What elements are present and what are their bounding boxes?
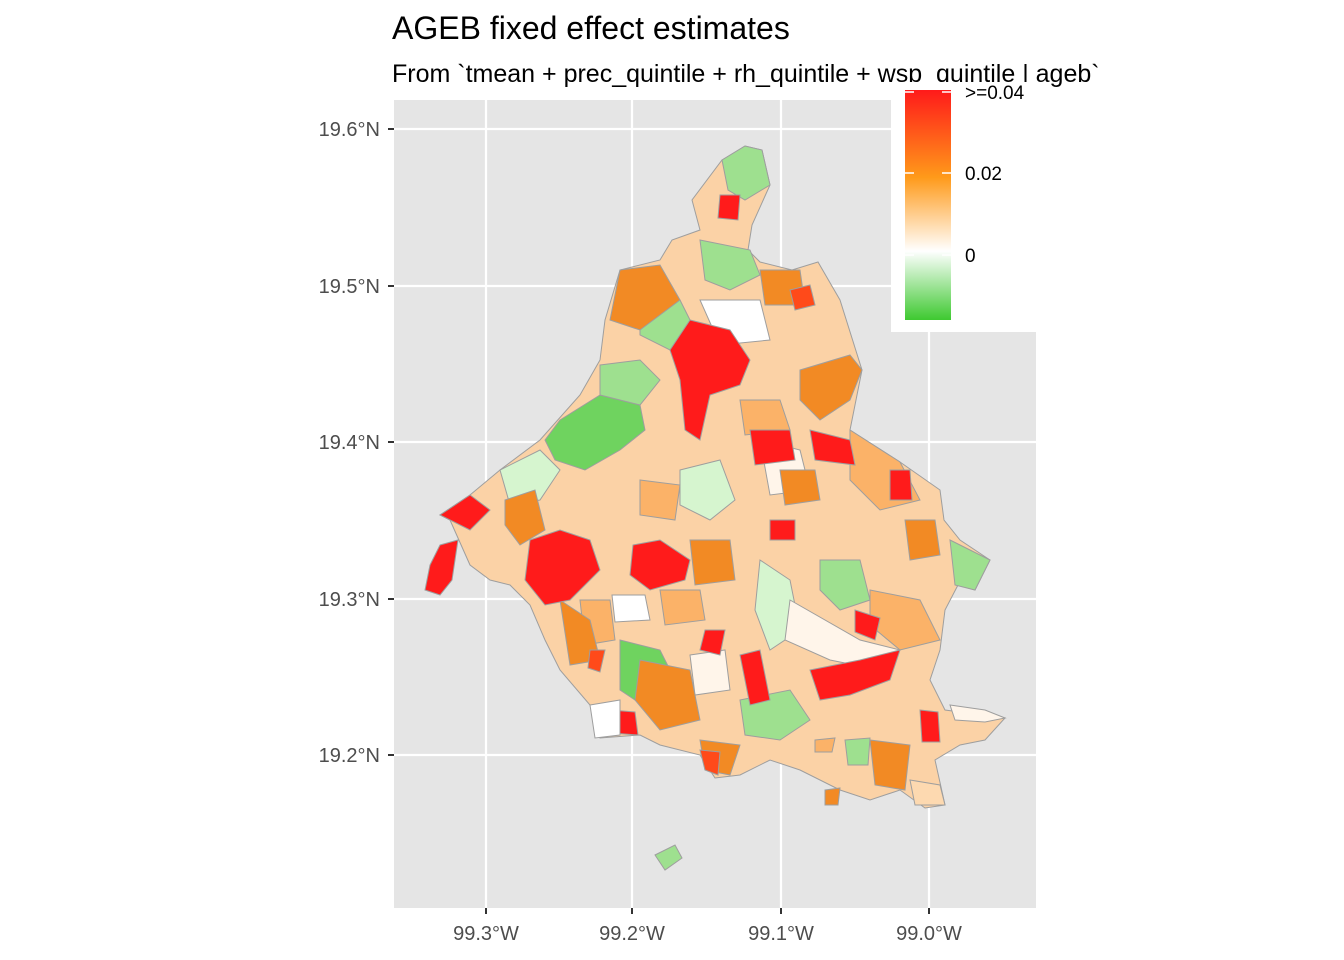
region-red (919, 709, 941, 743)
region-orange (824, 787, 841, 806)
region-orange (869, 739, 911, 791)
region-red (629, 539, 691, 591)
region-red (739, 649, 771, 706)
region-light-orange (639, 479, 681, 521)
region-red (889, 469, 913, 501)
region-red (424, 539, 459, 596)
legend-label-zero: 0 (965, 246, 976, 267)
legend-label-mid: 0.02 (965, 164, 1002, 185)
region-pale (909, 779, 946, 806)
region-light-orange (659, 589, 706, 626)
legend-label-high: >=0.04 (965, 83, 1025, 104)
region-orange (779, 469, 821, 506)
region-red (439, 494, 491, 531)
region-green (654, 844, 683, 871)
y-tick-label: 19.5°N (319, 276, 380, 298)
y-tick-label: 19.4°N (319, 432, 380, 454)
ageb-map (424, 145, 1007, 871)
color-legend: >=0.04 0.02 0 (891, 82, 1036, 332)
region-orange (609, 264, 681, 331)
legend-ticks (905, 91, 951, 256)
region-green (819, 559, 871, 611)
region-orange (904, 519, 941, 561)
region-red (669, 319, 751, 441)
y-tick-label: 19.2°N (319, 745, 380, 767)
map-title: AGEB fixed effect estimates (392, 10, 790, 46)
region-red (699, 749, 721, 776)
region-pale (949, 704, 1007, 723)
region-orange (689, 539, 736, 586)
region-red (587, 649, 606, 673)
x-tick-label: 99.3°W (453, 923, 519, 945)
region-pale (589, 699, 621, 739)
legend-colorbar (905, 90, 951, 320)
x-tick-label: 99.1°W (748, 923, 814, 945)
region-green (721, 145, 771, 201)
region-green (679, 459, 736, 521)
region-orange (504, 489, 546, 546)
region-red (854, 609, 881, 641)
x-tick-label: 99.0°W (896, 923, 962, 945)
region-red (749, 429, 796, 466)
region-red (789, 284, 816, 311)
y-tick-label: 19.6°N (319, 119, 380, 141)
region-light-orange (814, 737, 836, 753)
region-pale (689, 649, 731, 696)
region-orange (799, 354, 863, 421)
region-green (599, 359, 661, 406)
region-green (844, 737, 871, 766)
x-tick-label: 99.2°W (599, 923, 665, 945)
region-green (949, 539, 991, 591)
region-red (717, 194, 741, 221)
region-green (699, 239, 761, 291)
region-red (809, 429, 856, 466)
region-red (699, 629, 726, 656)
axis-ticks (388, 128, 930, 914)
region-red (524, 529, 601, 606)
region-red (769, 519, 796, 541)
region-red (809, 649, 901, 701)
region-orange (634, 659, 701, 731)
region-pale (611, 594, 651, 623)
y-tick-label: 19.3°N (319, 589, 380, 611)
